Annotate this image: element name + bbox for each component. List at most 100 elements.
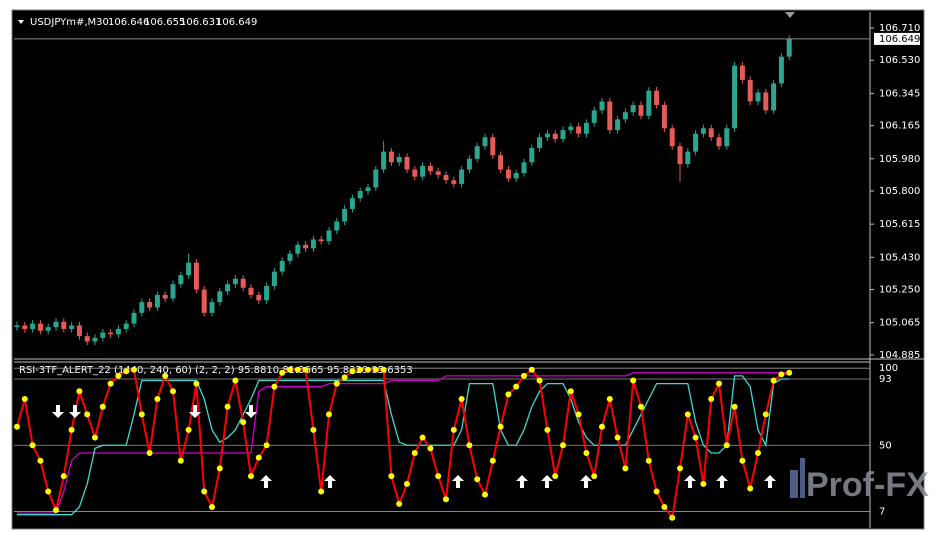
indicator-dot bbox=[92, 434, 98, 441]
indicator-dot bbox=[404, 480, 410, 487]
indicator-dot bbox=[333, 380, 340, 387]
candle-body bbox=[318, 239, 324, 242]
y-tick-label: 100 bbox=[879, 363, 898, 374]
indicator-dot bbox=[107, 380, 114, 387]
indicator-dot bbox=[146, 449, 153, 456]
indicator-dot bbox=[224, 403, 231, 410]
indicator-dot bbox=[552, 473, 559, 480]
indicator-dot bbox=[427, 445, 434, 452]
y-tick-label: 106.530 bbox=[879, 55, 920, 66]
candle-body bbox=[490, 137, 496, 156]
indicator-dot bbox=[458, 396, 465, 403]
y-tick-label: 93 bbox=[879, 374, 892, 385]
indicator-dot bbox=[497, 423, 504, 430]
ohlc-value: 106.631 bbox=[180, 17, 221, 28]
candle-body bbox=[529, 148, 535, 163]
indicator-dot bbox=[474, 476, 481, 483]
indicator-dot bbox=[669, 514, 676, 521]
indicator-dot bbox=[138, 411, 145, 418]
candle-body bbox=[693, 133, 699, 152]
indicator-dot bbox=[443, 496, 449, 503]
indicator-dot bbox=[380, 366, 387, 373]
candle-body bbox=[739, 65, 745, 80]
candle-body bbox=[396, 156, 402, 163]
indicator-dot bbox=[536, 377, 543, 384]
candle-body bbox=[310, 239, 316, 249]
y-tick-label: 105.250 bbox=[879, 285, 920, 296]
indicator-title: RSI-3TF_ALERT_22 (1440, 240, 60) (2, 2, … bbox=[19, 365, 413, 376]
ohlc-value: 106.646 bbox=[108, 17, 149, 28]
candle-body bbox=[427, 165, 433, 172]
candle-body bbox=[201, 289, 207, 313]
candle-body bbox=[30, 323, 36, 329]
indicator-dot bbox=[466, 442, 473, 449]
candle-body bbox=[544, 133, 550, 138]
ohlc-value: 106.649 bbox=[216, 17, 257, 28]
indicator-dot bbox=[365, 366, 371, 373]
candle-body bbox=[669, 128, 675, 147]
indicator-dot bbox=[739, 457, 746, 464]
y-tick-label: 105.800 bbox=[879, 186, 920, 197]
y-tick-label: 105.980 bbox=[879, 154, 920, 165]
candle-body bbox=[170, 284, 176, 299]
candle-body bbox=[381, 151, 387, 170]
indicator-dot bbox=[240, 419, 247, 426]
candle-body bbox=[498, 155, 504, 170]
y-tick-label: 104.885 bbox=[879, 350, 920, 361]
candle-body bbox=[700, 128, 706, 134]
indicator-line bbox=[17, 372, 790, 514]
indicator-dot bbox=[505, 391, 512, 398]
candle-body bbox=[412, 169, 418, 177]
candle-body bbox=[108, 332, 114, 335]
indicator-dot bbox=[68, 426, 75, 433]
candle-body bbox=[373, 169, 379, 188]
indicator-dot bbox=[599, 423, 605, 430]
candle-body bbox=[443, 174, 449, 181]
candle-body bbox=[123, 323, 129, 329]
indicator-dot bbox=[357, 366, 364, 373]
candle-body bbox=[334, 221, 340, 231]
candle-body bbox=[552, 133, 558, 140]
candle-body bbox=[724, 128, 730, 147]
indicator-dot bbox=[778, 371, 785, 378]
indicator-dot bbox=[677, 465, 683, 472]
candle-body bbox=[786, 38, 792, 57]
candle-body bbox=[505, 169, 511, 179]
indicator-dot bbox=[614, 434, 621, 441]
candle-body bbox=[303, 244, 309, 249]
indicator-dot bbox=[279, 369, 286, 376]
indicator-dot bbox=[193, 380, 200, 387]
indicator-dot bbox=[544, 426, 551, 433]
indicator-dot bbox=[185, 426, 192, 433]
shift-marker[interactable] bbox=[785, 12, 795, 18]
indicator-dot bbox=[115, 372, 122, 379]
indicator-dot bbox=[209, 503, 215, 510]
y-tick-label: 105.615 bbox=[879, 219, 920, 230]
candle-body bbox=[342, 208, 348, 222]
candle-body bbox=[326, 230, 332, 242]
candle-body bbox=[732, 65, 738, 129]
candle-body bbox=[661, 105, 667, 129]
indicator-dot bbox=[583, 449, 590, 456]
indicator-dot bbox=[271, 383, 278, 390]
candle-body bbox=[217, 291, 223, 303]
candle-body bbox=[186, 262, 192, 276]
candle-body bbox=[139, 302, 145, 313]
candle-body bbox=[37, 323, 43, 331]
indicator-dot bbox=[731, 403, 738, 410]
candle-body bbox=[560, 130, 566, 140]
y-tick-label: 106.710 bbox=[879, 23, 920, 34]
candle-body bbox=[615, 119, 621, 131]
indicator-dot bbox=[567, 388, 574, 395]
indicator-dot bbox=[21, 396, 28, 403]
candle-body bbox=[513, 173, 519, 179]
indicator-dot bbox=[53, 507, 59, 514]
indicator-dot bbox=[84, 411, 91, 418]
indicator-dot bbox=[60, 473, 67, 480]
y-tick-label: 106.165 bbox=[879, 121, 920, 132]
symbol-menu-icon[interactable] bbox=[18, 20, 24, 24]
indicator-dot bbox=[575, 411, 582, 418]
indicator-dot bbox=[692, 434, 699, 441]
